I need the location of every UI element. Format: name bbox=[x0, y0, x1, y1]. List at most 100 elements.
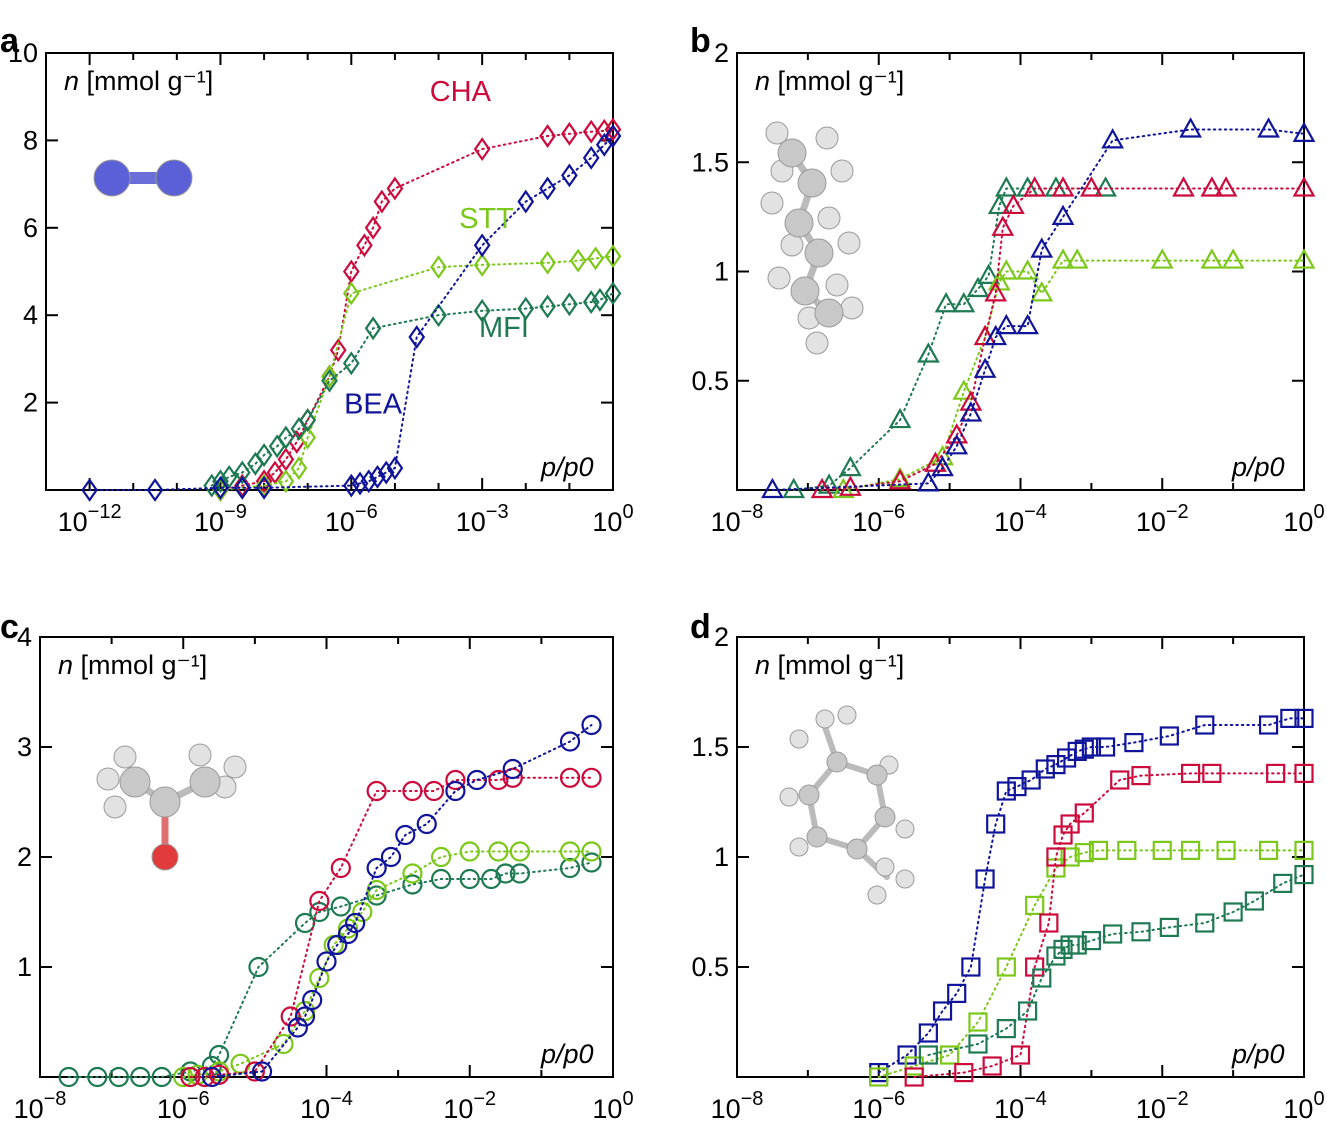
data-point bbox=[569, 248, 587, 273]
data-point bbox=[402, 874, 423, 895]
data-point bbox=[1131, 922, 1151, 942]
carbon-atom bbox=[814, 298, 844, 328]
x-axis-label: p/p0 bbox=[540, 452, 594, 482]
series-line bbox=[877, 849, 1305, 1078]
data-point bbox=[212, 478, 229, 502]
series-CHA bbox=[810, 176, 1316, 499]
data-point bbox=[366, 885, 387, 906]
x-tick-label: 10−6 bbox=[852, 1088, 905, 1122]
panel-label: c bbox=[0, 608, 19, 646]
data-point bbox=[81, 478, 98, 502]
carbon-atom bbox=[777, 138, 807, 168]
data-point bbox=[408, 325, 426, 349]
y-tick-label: 4 bbox=[23, 300, 38, 330]
data-point bbox=[604, 117, 622, 142]
oxygen-atom bbox=[151, 843, 179, 871]
data-point bbox=[973, 357, 997, 378]
data-point bbox=[1200, 176, 1224, 197]
y-axis-label: n [mmol g⁻¹] bbox=[58, 650, 207, 680]
data-point bbox=[539, 250, 556, 275]
data-point bbox=[445, 780, 466, 802]
data-point bbox=[968, 1034, 988, 1054]
panel-c: c 1 2 3 4 10−8 10−6 10−4 10−2 100 n [mmol g⁻¹] p/p0 bbox=[0, 608, 634, 1122]
series-line bbox=[821, 187, 1305, 491]
data-point bbox=[1221, 248, 1245, 269]
data-point bbox=[321, 364, 338, 389]
data-point bbox=[991, 215, 1015, 236]
data-point bbox=[1051, 248, 1075, 269]
y-axis-label: n [mmol g⁻¹] bbox=[64, 66, 213, 96]
data-point bbox=[1074, 842, 1094, 863]
plot-frame bbox=[736, 636, 1305, 1078]
molecule-acetone-icon bbox=[96, 743, 247, 871]
data-point bbox=[932, 1001, 953, 1021]
hydrogen-atom bbox=[789, 729, 809, 749]
data-point bbox=[1023, 176, 1047, 197]
data-point bbox=[430, 255, 447, 280]
molecule-hexane-icon bbox=[760, 121, 864, 355]
hydrogen-atom bbox=[895, 819, 915, 839]
data-point bbox=[1200, 248, 1224, 269]
data-point bbox=[1021, 770, 1041, 790]
x-axis-label: p/p0 bbox=[1231, 1039, 1285, 1069]
data-point bbox=[130, 1066, 151, 1088]
data-point bbox=[591, 287, 609, 312]
series-line bbox=[771, 128, 1305, 491]
data-point bbox=[327, 934, 348, 956]
hydrogen-atom bbox=[895, 869, 915, 889]
hydrogen-atom bbox=[765, 121, 789, 145]
data-point bbox=[473, 233, 491, 258]
carbon-atom bbox=[846, 838, 868, 860]
data-point bbox=[1292, 248, 1316, 269]
data-point bbox=[180, 1066, 201, 1088]
data-point bbox=[1046, 847, 1066, 867]
data-point bbox=[488, 769, 509, 791]
data-point bbox=[212, 469, 229, 494]
data-point bbox=[916, 342, 940, 363]
series-CHA bbox=[180, 767, 602, 1088]
y-tick-label: 1 bbox=[714, 257, 729, 287]
hydrogen-atom bbox=[188, 743, 212, 767]
carbon-atom bbox=[149, 786, 181, 818]
data-point bbox=[559, 767, 581, 788]
data-point bbox=[255, 475, 273, 500]
data-point bbox=[373, 189, 391, 214]
data-point bbox=[1258, 840, 1279, 861]
y-tick-label: 3 bbox=[17, 732, 32, 762]
hydrogen-atom bbox=[103, 795, 127, 819]
data-point bbox=[364, 215, 382, 240]
data-point bbox=[581, 767, 602, 788]
data-point bbox=[329, 338, 347, 363]
series-label-MFI: MFI bbox=[479, 312, 529, 344]
data-point bbox=[595, 118, 613, 143]
series-line bbox=[189, 776, 593, 1078]
hydrogen-atom bbox=[805, 331, 829, 355]
data-point bbox=[1292, 176, 1316, 197]
data-point bbox=[1159, 726, 1179, 746]
data-point bbox=[918, 1023, 938, 1043]
data-point bbox=[377, 460, 395, 485]
data-point bbox=[888, 469, 912, 490]
panel-label: d bbox=[690, 608, 711, 646]
series-label-CHA: CHA bbox=[430, 76, 492, 108]
data-point bbox=[248, 956, 269, 978]
data-point bbox=[255, 473, 273, 498]
data-point bbox=[431, 846, 452, 868]
series-line bbox=[792, 187, 1107, 491]
data-point bbox=[940, 1045, 960, 1065]
data-point bbox=[986, 814, 1006, 834]
data-point bbox=[220, 464, 238, 489]
data-point bbox=[996, 781, 1016, 801]
data-point bbox=[994, 259, 1018, 280]
carbon-atom bbox=[826, 751, 848, 773]
hydrogen-atom bbox=[767, 266, 791, 290]
series-CHA bbox=[904, 763, 1314, 1087]
data-point bbox=[473, 253, 491, 277]
data-point bbox=[1081, 930, 1101, 951]
data-point bbox=[364, 316, 382, 341]
x-tick-label: 10−8 bbox=[711, 1088, 764, 1122]
data-point bbox=[299, 408, 317, 432]
data-point bbox=[366, 780, 387, 802]
data-point bbox=[345, 912, 366, 934]
data-point bbox=[277, 425, 295, 450]
